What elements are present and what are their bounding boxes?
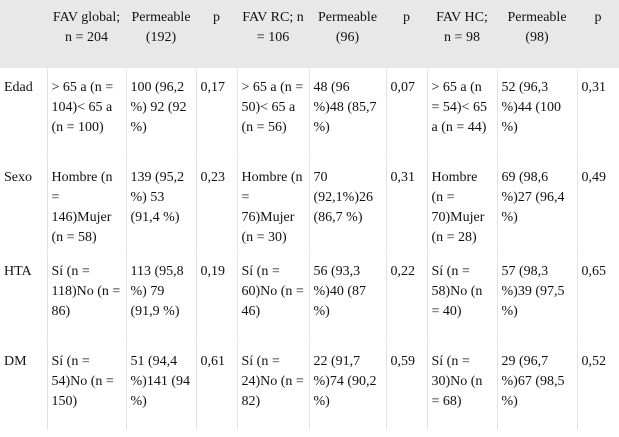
header-cell: Permeable (98): [497, 0, 577, 69]
header-cell: Permeable (96): [309, 0, 386, 69]
p-value-cell: 0,23: [195, 158, 237, 253]
table-cell: 22 (91,7 %)74 (90,2 %): [308, 342, 386, 431]
header-cell: FAV global; n = 204: [47, 0, 126, 69]
row-label: DM: [0, 342, 47, 431]
table-cell: 51 (94,4 %)141 (94 %): [125, 342, 196, 431]
table-cell: 100 (96,2 %) 92 (92 %): [125, 68, 196, 159]
table-row: Edad > 65 a (n = 104)< 65 a (n = 100) 10…: [0, 68, 619, 159]
table-cell: 139 (95,2 %) 53 (91,4 %): [125, 158, 196, 253]
table-cell: > 65 a (n = 50)< 65 a (n = 56): [236, 68, 309, 159]
table-cell: 52 (96,3 %)44 (100 %): [496, 68, 577, 159]
header-cell: FAV RC; n = 106: [237, 0, 309, 69]
p-value-cell: 0,31: [385, 158, 427, 253]
header-row: FAV global; n = 204 Permeable (192) p FA…: [0, 0, 619, 69]
table-row: HTA Sí (n = 118)No (n = 86) 113 (95,8 %)…: [0, 252, 619, 343]
p-value-cell: 0,07: [385, 68, 427, 159]
p-value-cell: 0,17: [195, 68, 237, 159]
table-cell: Hombre (n = 76)Mujer (n = 30): [236, 158, 309, 253]
table-cell: 69 (98,6 %)27 (96,4 %): [496, 158, 577, 253]
table-cell: Sí (n = 60)No (n = 46): [236, 252, 309, 343]
table-cell: Hombre (n = 146)Mujer (n = 58): [46, 158, 126, 253]
header-cell: Permeable (192): [126, 0, 196, 69]
header-cell: FAV HC; n = 98: [427, 0, 497, 69]
p-value-cell: 0,61: [195, 342, 237, 431]
p-value-cell: 0,49: [576, 158, 619, 253]
p-value-cell: 0,59: [385, 342, 427, 431]
table-row: DM Sí (n = 54)No (n = 150) 51 (94,4 %)14…: [0, 342, 619, 431]
table-cell: Sí (n = 30)No (n = 68): [426, 342, 497, 431]
table-cell: 48 (96 %)48 (85,7 %): [308, 68, 386, 159]
table-cell: 70 (92,1%)26 (86,7 %): [308, 158, 386, 253]
p-value-cell: 0,31: [576, 68, 619, 159]
row-label: Edad: [0, 68, 47, 159]
table-cell: 56 (93,3 %)40 (87 %): [308, 252, 386, 343]
table-cell: 29 (96,7 %)67 (98,5 %): [496, 342, 577, 431]
table-cell: 113 (95,8 %) 79 (91,9 %): [125, 252, 196, 343]
table-cell: 57 (98,3 %)39 (97,5 %): [496, 252, 577, 343]
row-label: HTA: [0, 252, 47, 343]
header-cell: p: [386, 0, 427, 69]
p-value-cell: 0,65: [576, 252, 619, 343]
table-cell: > 65 a (n = 104)< 65 a (n = 100): [46, 68, 126, 159]
table-cell: > 65 a (n = 54)< 65 a (n = 44): [426, 68, 497, 159]
header-cell: p: [196, 0, 237, 69]
table-cell: Sí (n = 24)No (n = 82): [236, 342, 309, 431]
table-cell: Sí (n = 58)No (n = 40): [426, 252, 497, 343]
p-value-cell: 0,22: [385, 252, 427, 343]
table-cell: Sí (n = 118)No (n = 86): [46, 252, 126, 343]
header-cell: p: [577, 0, 619, 69]
table-cell: Hombre (n = 70)Mujer (n = 28): [426, 158, 497, 253]
header-cell: [0, 0, 47, 69]
row-label: Sexo: [0, 158, 47, 253]
table-row: Sexo Hombre (n = 146)Mujer (n = 58) 139 …: [0, 158, 619, 253]
p-value-cell: 0,19: [195, 252, 237, 343]
p-value-cell: 0,52: [576, 342, 619, 431]
table-cell: Sí (n = 54)No (n = 150): [46, 342, 126, 431]
